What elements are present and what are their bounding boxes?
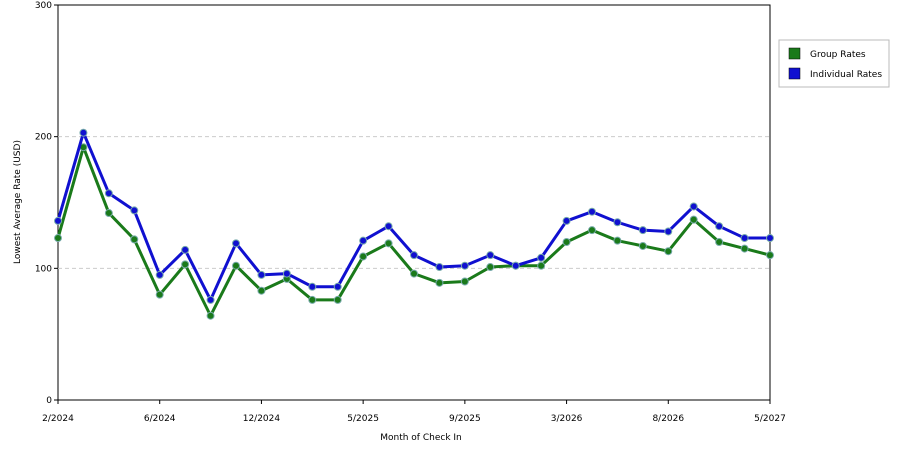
- data-point: [308, 295, 317, 304]
- data-point: [79, 128, 88, 137]
- legend-swatch: [788, 47, 801, 60]
- data-point: [588, 207, 596, 216]
- data-point: [486, 263, 495, 272]
- data-point: [766, 234, 774, 243]
- data-point: [613, 218, 622, 227]
- data-point: [104, 189, 113, 198]
- data-point: [562, 216, 571, 225]
- data-point: [766, 251, 774, 260]
- data-point: [359, 236, 368, 245]
- data-point: [54, 234, 62, 243]
- data-point: [511, 261, 520, 270]
- data-point: [740, 244, 749, 253]
- data-point: [588, 226, 596, 235]
- data-point: [740, 234, 749, 243]
- data-point: [638, 226, 647, 235]
- x-tick-label: 8/2026: [652, 414, 684, 424]
- data-point: [689, 202, 698, 211]
- data-point: [206, 295, 215, 304]
- data-point: [130, 235, 139, 244]
- data-point: [715, 222, 724, 231]
- data-point: [232, 239, 240, 248]
- data-point: [308, 282, 317, 291]
- x-tick-label: 3/2026: [551, 414, 583, 424]
- plot-area: [57, 4, 771, 401]
- data-point: [486, 251, 495, 260]
- data-point: [384, 239, 393, 248]
- data-point: [460, 277, 469, 286]
- y-axis-label: Lowest Average Rate (USD): [13, 140, 23, 264]
- data-point: [410, 251, 418, 260]
- data-point: [181, 245, 190, 254]
- data-point: [155, 290, 164, 299]
- x-tick-label: 5/2025: [347, 414, 379, 424]
- data-point: [232, 261, 240, 270]
- data-point: [206, 311, 215, 320]
- data-point: [460, 261, 469, 270]
- data-point: [282, 269, 291, 278]
- x-tick-label: 5/2027: [754, 414, 786, 424]
- y-tick-label: 200: [35, 133, 52, 143]
- data-point: [257, 286, 266, 295]
- data-point: [104, 209, 113, 218]
- data-point: [384, 222, 393, 231]
- x-tick-label: 12/2024: [243, 414, 281, 424]
- x-tick-label: 2/2024: [42, 414, 74, 424]
- data-point: [435, 263, 444, 272]
- data-point: [613, 236, 622, 245]
- data-point: [359, 252, 368, 261]
- x-tick-label: 9/2025: [449, 414, 481, 424]
- data-point: [664, 227, 673, 236]
- y-tick-label: 0: [46, 396, 52, 406]
- x-tick-label: 6/2024: [144, 414, 176, 424]
- data-point: [537, 261, 546, 270]
- y-tick-label: 300: [35, 1, 52, 11]
- legend-label: Group Rates: [810, 50, 866, 60]
- data-point: [664, 247, 673, 256]
- data-point: [181, 260, 190, 269]
- x-axis-label: Month of Check In: [380, 433, 462, 443]
- data-point: [333, 295, 342, 304]
- legend-swatch: [788, 67, 801, 80]
- data-point: [562, 238, 571, 246]
- data-point: [54, 216, 62, 225]
- data-point: [537, 253, 546, 262]
- data-point: [689, 215, 698, 224]
- data-point: [155, 270, 164, 279]
- data-point: [435, 278, 444, 287]
- data-point: [638, 241, 647, 250]
- legend-label: Individual Rates: [810, 70, 882, 80]
- data-point: [715, 238, 724, 246]
- data-point: [410, 269, 418, 278]
- data-point: [333, 282, 342, 291]
- y-tick-label: 100: [35, 264, 52, 274]
- data-point: [257, 270, 266, 279]
- data-point: [130, 206, 139, 215]
